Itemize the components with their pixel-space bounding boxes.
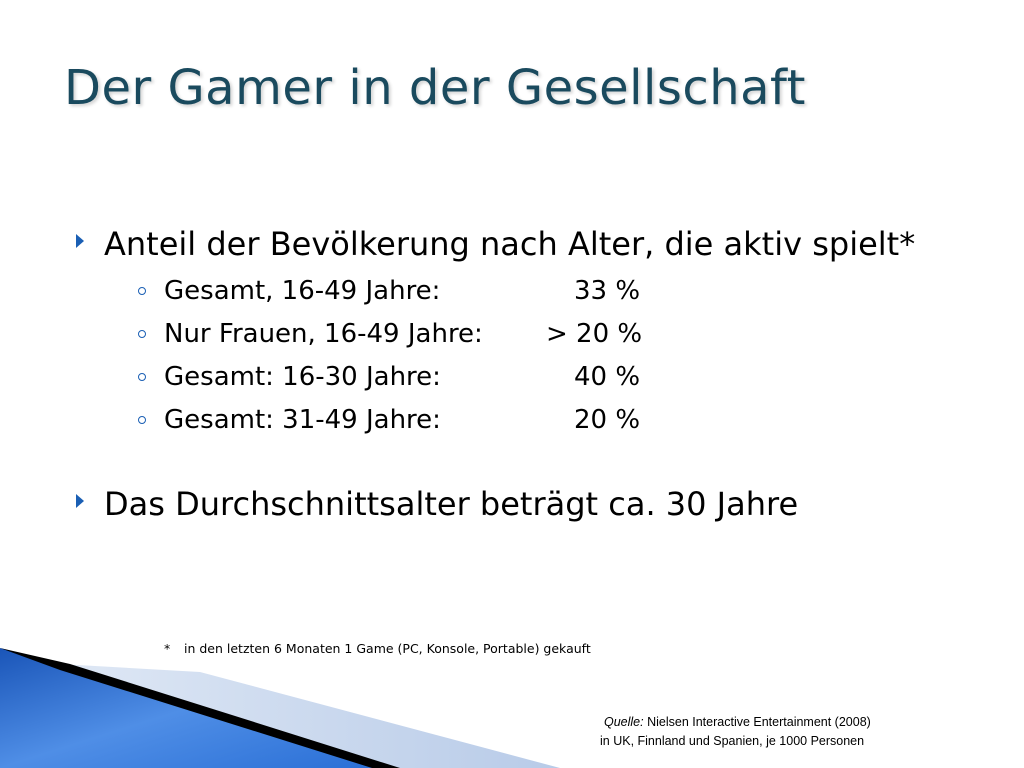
footnote-marker: * [164,641,171,656]
circle-outline-icon [138,287,146,295]
triangle-right-icon [76,494,84,508]
source-line-1: Quelle: Nielsen Interactive Entertainmen… [600,713,871,732]
sub-item-label: Gesamt: 16-30 Jahre: [164,362,441,392]
bullet-item: Das Durchschnittsalter beträgt ca. 30 Ja… [72,480,952,528]
bullet-text: Das Durchschnittsalter beträgt ca. 30 Ja… [104,485,799,523]
sub-item-value: 33 % [574,276,641,306]
slide-content: Anteil der Bevölkerung nach Alter, die a… [72,220,952,528]
source-citation: Quelle: Nielsen Interactive Entertainmen… [600,713,871,751]
circle-outline-icon [138,373,146,381]
source-text: Nielsen Interactive Entertainment (2008) [647,715,871,729]
circle-outline-icon [138,416,146,424]
sub-item-label: Gesamt, 16-49 Jahre: [164,276,441,306]
sub-item-value: > 20 % [546,319,643,349]
footnote-text: in den letzten 6 Monaten 1 Game (PC, Kon… [184,641,591,656]
sub-item-value: 20 % [574,405,641,435]
corner-blue-band [0,648,380,768]
sub-item-label: Nur Frauen, 16-49 Jahre: [164,319,483,349]
triangle-right-icon [76,234,84,248]
footnote: * in den letzten 6 Monaten 1 Game (PC, Ko… [164,640,591,658]
slide-title: Der Gamer in der Gesellschaft [64,60,806,116]
bullet-text: Anteil der Bevölkerung nach Alter, die a… [104,225,916,263]
sub-item: Gesamt: 31-49 Jahre: 20 % [104,399,952,442]
corner-light-band [60,664,560,768]
source-label: Quelle: [604,715,644,729]
bullet-item: Anteil der Bevölkerung nach Alter, die a… [72,220,952,442]
corner-black-band [0,648,400,768]
source-line-2: in UK, Finnland und Spanien, je 1000 Per… [600,734,865,748]
sub-item-value: 40 % [574,362,641,392]
sub-item-label: Gesamt: 31-49 Jahre: [164,405,441,435]
sub-item: Nur Frauen, 16-49 Jahre: > 20 % [104,313,952,356]
circle-outline-icon [138,330,146,338]
sub-list: Gesamt, 16-49 Jahre: 33 % Nur Frauen, 16-… [104,270,952,442]
sub-item: Gesamt: 16-30 Jahre: 40 % [104,356,952,399]
sub-item: Gesamt, 16-49 Jahre: 33 % [104,270,952,313]
